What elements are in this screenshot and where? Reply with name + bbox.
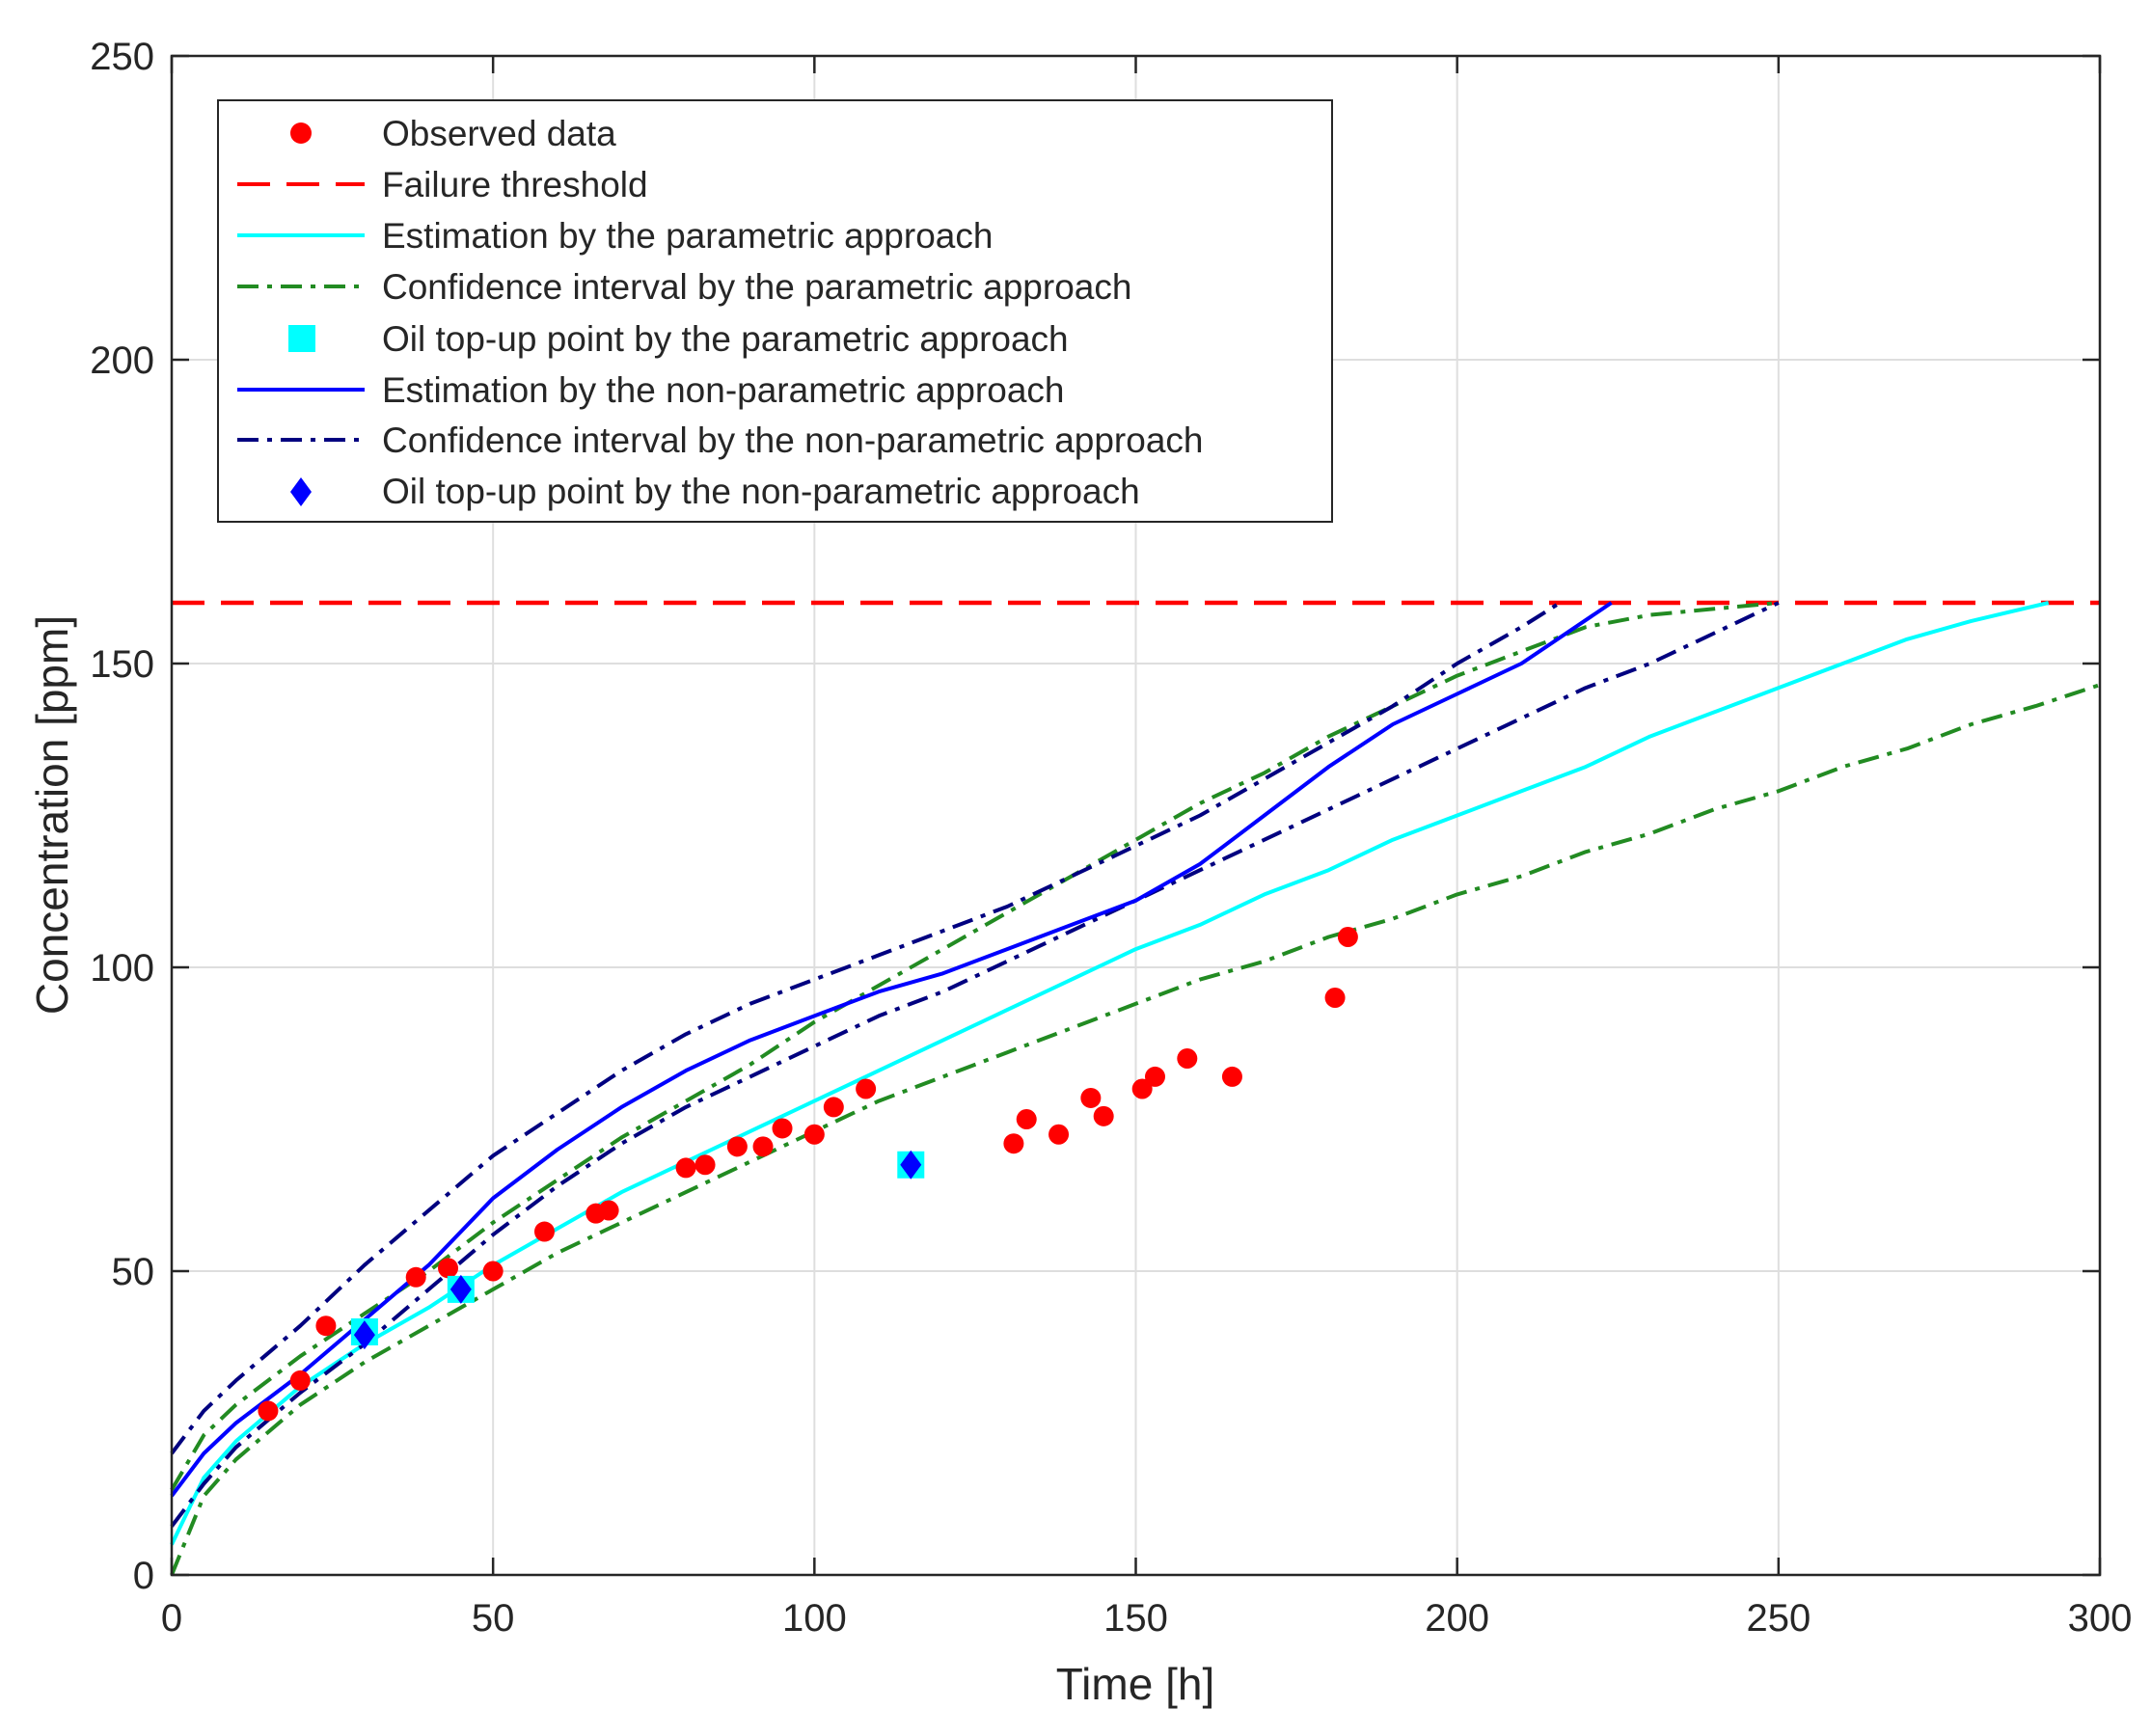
- observed-data-point: [482, 1261, 504, 1282]
- y-tick-label: 150: [90, 643, 154, 686]
- y-tick-label: 250: [90, 36, 154, 78]
- observed-data-point: [1003, 1133, 1024, 1154]
- observed-data-point: [1131, 1078, 1153, 1099]
- observed-data-point: [1016, 1109, 1037, 1129]
- observed-data-point: [533, 1221, 555, 1242]
- observed-data-point: [772, 1118, 793, 1139]
- legend-param-topup-label: Oil top-up point by the parametric appro…: [382, 319, 1069, 359]
- observed-data-point: [1093, 1105, 1114, 1126]
- nonparam-topup-point: [353, 1320, 375, 1350]
- legend-threshold-label: Failure threshold: [382, 165, 648, 204]
- x-tick-label: 0: [161, 1597, 182, 1640]
- x-tick-label: 200: [1425, 1597, 1489, 1640]
- observed-data-point: [1337, 927, 1358, 947]
- observed-data-point: [1324, 988, 1346, 1008]
- series-layer: [170, 600, 2101, 1576]
- legend-observed-marker: [290, 122, 312, 144]
- legend-nonparam-topup-marker: [290, 477, 312, 506]
- y-tick-label: 100: [90, 947, 154, 990]
- observed-data-point: [1221, 1066, 1242, 1087]
- observed-data-point: [752, 1136, 774, 1157]
- legend-nonparam-estimate-label: Estimation by the non-parametric approac…: [382, 370, 1064, 410]
- legend-param-estimate-label: Estimation by the parametric approach: [382, 216, 993, 256]
- nonparam-ci-upper-line: [170, 601, 1562, 1455]
- observed-data-point: [1144, 1066, 1165, 1087]
- ticks: 0 50 100 150 200 250 300 0 50 100 150 200 250: [90, 36, 2132, 1640]
- x-tick-label: 250: [1746, 1597, 1811, 1640]
- y-tick-label: 0: [133, 1555, 154, 1597]
- observed-data-point: [675, 1157, 696, 1179]
- observed-data-point: [1048, 1124, 1070, 1145]
- legend-nonparam-topup-label: Oil top-up point by the non-parametric a…: [382, 472, 1140, 511]
- observed-data-point: [1177, 1048, 1198, 1069]
- observed-data-point: [598, 1200, 619, 1221]
- observed-data-point: [694, 1154, 716, 1176]
- y-tick-label: 200: [90, 339, 154, 382]
- x-axis-title: Time [h]: [1056, 1659, 1214, 1709]
- y-axis-title: Concentration [ppm]: [27, 615, 77, 1015]
- observed-data-point: [258, 1400, 279, 1422]
- x-tick-label: 50: [472, 1597, 515, 1640]
- nonparam-topup-point: [900, 1150, 922, 1180]
- observed-data-point: [726, 1136, 748, 1157]
- observed-data-point: [438, 1258, 459, 1279]
- observed-data-point: [856, 1078, 877, 1099]
- observed-data-point: [823, 1097, 844, 1118]
- observed-data-point: [405, 1266, 426, 1288]
- param-estimate-line: [170, 601, 2050, 1546]
- legend-param-topup-marker: [288, 325, 315, 352]
- nonparam-topup-point: [449, 1274, 472, 1304]
- x-tick-label: 300: [2068, 1597, 2133, 1640]
- observed-data-point: [315, 1316, 337, 1337]
- legend-observed-label: Observed data: [382, 114, 616, 153]
- observed-data-point: [289, 1370, 311, 1391]
- legend-box: [217, 99, 1333, 523]
- legend-nonparam-ci-label: Confidence interval by the non-parametri…: [382, 420, 1204, 460]
- x-tick-label: 150: [1103, 1597, 1168, 1640]
- observed-data-point: [803, 1124, 825, 1145]
- param-ci-lower-line: [170, 683, 2101, 1576]
- legend-param-ci-label: Confidence interval by the parametric ap…: [382, 267, 1131, 307]
- observed-data-point: [1080, 1087, 1102, 1108]
- y-tick-label: 50: [112, 1251, 155, 1293]
- legend: Observed data Failure threshold Estimati…: [217, 99, 1333, 523]
- nonparam-ci-lower-line: [170, 601, 1780, 1528]
- x-tick-label: 100: [782, 1597, 847, 1640]
